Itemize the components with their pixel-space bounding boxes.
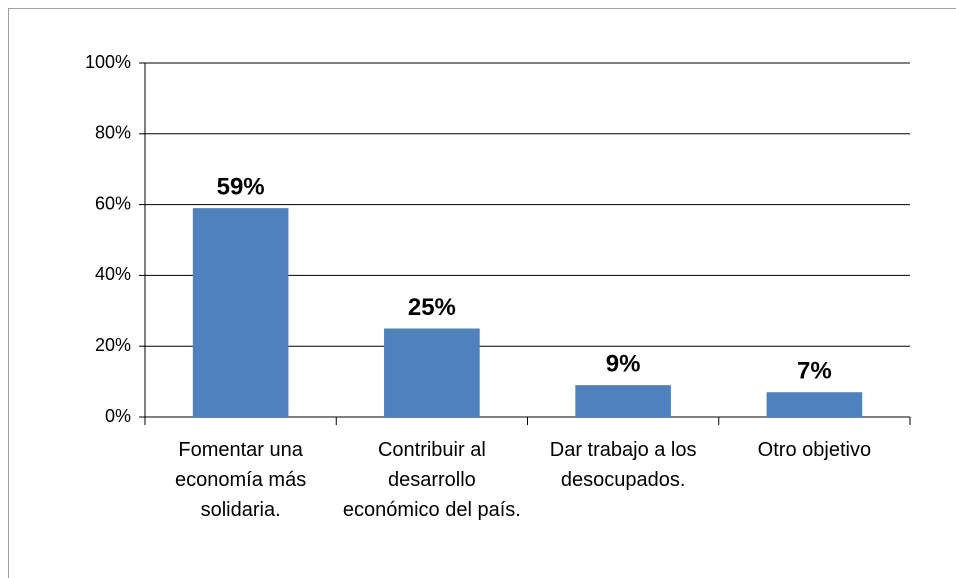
x-tick-label: Fomentar una economía más solidaria. bbox=[175, 439, 307, 521]
x-tick-label: Otro objetivo bbox=[757, 439, 872, 461]
y-tick-label: 40% bbox=[95, 264, 131, 284]
value-label: 9% bbox=[606, 350, 641, 377]
bar bbox=[384, 328, 480, 417]
x-tick-label: Contribuir al desarrollo económico del p… bbox=[342, 439, 521, 521]
y-tick-label: 60% bbox=[95, 193, 131, 213]
bar bbox=[192, 208, 289, 417]
y-tick-label: 80% bbox=[95, 123, 131, 143]
value-label: 25% bbox=[408, 294, 456, 321]
value-label: 7% bbox=[797, 358, 832, 385]
value-label: 59% bbox=[217, 173, 265, 200]
y-tick-label: 100% bbox=[85, 52, 131, 72]
bar bbox=[575, 385, 671, 417]
y-tick-label: 20% bbox=[95, 335, 131, 355]
bar bbox=[766, 392, 863, 417]
chart-border bbox=[8, 8, 956, 578]
x-tick-label: Dar trabajo a los desocupados. bbox=[549, 439, 697, 491]
y-tick-label: 0% bbox=[105, 406, 131, 426]
